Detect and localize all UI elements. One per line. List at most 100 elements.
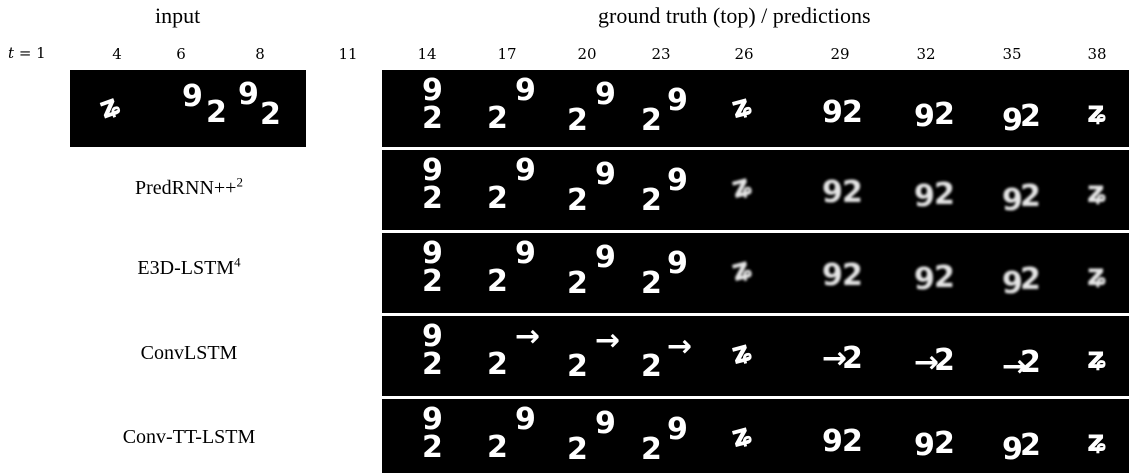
timestep-label: t = 1 [8, 42, 46, 64]
digit-glyph: 9 [1002, 103, 1023, 138]
digit-glyph: 2 [934, 177, 955, 212]
digit-glyph: ʑ [1087, 95, 1108, 130]
digit-glyph: 2 [1020, 99, 1041, 134]
digit-glyph: 2 [641, 183, 662, 218]
digit-glyph: 2 [1020, 428, 1041, 463]
digit-glyph: 2 [487, 430, 508, 465]
digit-glyph: ʑ [1087, 341, 1108, 376]
digit-glyph: 2 [842, 424, 863, 459]
digit-glyph: 9 [595, 406, 616, 441]
digit-glyph: 2 [641, 432, 662, 467]
digit-glyph: ʑ [727, 166, 757, 207]
digit-glyph: → [595, 323, 621, 358]
digit-glyph: 2 [842, 95, 863, 130]
digit-glyph: 9 [422, 319, 443, 354]
digit-glyph: 2 [567, 266, 588, 301]
digit-glyph: 2 [641, 349, 662, 384]
digit-glyph: 2 [422, 181, 443, 216]
digit-glyph: → [822, 341, 848, 376]
digit-glyph: ʑ [727, 332, 757, 373]
digit-glyph: 2 [934, 426, 955, 461]
output-tick: 14 [417, 45, 437, 63]
digit-glyph: 2 [567, 103, 588, 138]
digit-glyph: 9 [914, 262, 935, 297]
output-tick: 35 [1002, 45, 1022, 63]
digit-glyph: 2 [1020, 262, 1041, 297]
digit-glyph: 9 [422, 402, 443, 437]
digit-glyph: 2 [567, 432, 588, 467]
digit-glyph: 9 [182, 79, 203, 114]
digit-glyph: 2 [934, 260, 955, 295]
input-tick: 4 [112, 45, 122, 63]
digit-glyph: 2 [422, 347, 443, 382]
timestep-value: = 1 [18, 44, 46, 62]
output-tick: 17 [497, 45, 517, 63]
digit-glyph: 9 [595, 77, 616, 112]
output-tick: 26 [734, 45, 754, 63]
digit-glyph: 2 [567, 183, 588, 218]
digit-glyph: 9 [515, 153, 536, 188]
output-tick: 29 [830, 45, 850, 63]
output-tick: 38 [1087, 45, 1107, 63]
digit-glyph: 9 [914, 99, 935, 134]
digit-glyph: ʑ [727, 249, 757, 290]
timestep-variable: t [8, 44, 15, 62]
digit-glyph: 9 [822, 424, 843, 459]
digit-glyph: ʑ [94, 86, 126, 127]
digit-glyph: 9 [914, 428, 935, 463]
digit-glyph: 2 [487, 347, 508, 382]
ground-truth-header: ground truth (top) / predictions [598, 3, 871, 28]
digit-glyph: 9 [1002, 266, 1023, 301]
digit-glyph: 2 [1020, 179, 1041, 214]
convlstm-frames-image: 9 2 2 → 2 → 2 → ʑ → 2 → 2 → 2 ʑ [382, 316, 1129, 396]
digit-glyph: 2 [422, 430, 443, 465]
output-tick: 32 [916, 45, 936, 63]
digit-glyph: 9 [422, 73, 443, 108]
digit-glyph: 2 [422, 264, 443, 299]
digit-glyph: 9 [422, 153, 443, 188]
digit-glyph: 9 [238, 77, 259, 112]
model-label-convlstm: ConvLSTM [140, 342, 238, 364]
digit-glyph: 9 [1002, 432, 1023, 467]
digit-glyph: 2 [487, 181, 508, 216]
model-label-conv-tt-lstm: Conv-TT-LSTM [122, 426, 256, 448]
model-label-e3d-lstm: E3D-LSTM4 [137, 254, 241, 279]
digit-glyph: → [1002, 349, 1028, 384]
input-tick: 11 [338, 45, 358, 63]
digit-glyph: 2 [842, 258, 863, 293]
digit-glyph: → [667, 329, 693, 364]
digit-glyph: ʑ [1087, 175, 1108, 210]
digit-glyph: ʑ [727, 415, 757, 456]
digit-glyph: 9 [667, 163, 688, 198]
digit-glyph: 9 [667, 246, 688, 281]
input-frames-image: ʑ 9 2 9 2 [70, 70, 306, 147]
digit-glyph: 9 [667, 83, 688, 118]
digit-glyph: 2 [1020, 345, 1041, 380]
digit-glyph: 2 [487, 264, 508, 299]
input-tick: 8 [255, 45, 265, 63]
input-header: input [155, 3, 201, 28]
model-label-predrnn: PredRNN++2 [135, 174, 243, 199]
output-tick: 23 [651, 45, 671, 63]
digit-glyph: 9 [822, 258, 843, 293]
digit-glyph: 9 [914, 179, 935, 214]
digit-glyph: ʑ [1087, 424, 1108, 459]
digit-glyph: 2 [641, 266, 662, 301]
digit-glyph: 2 [422, 101, 443, 136]
digit-glyph: 9 [822, 95, 843, 130]
digit-glyph: 9 [515, 73, 536, 108]
digit-glyph: 2 [567, 349, 588, 384]
digit-glyph: → [515, 319, 541, 354]
input-tick: 6 [176, 45, 186, 63]
digit-glyph: 2 [641, 103, 662, 138]
digit-glyph: 9 [515, 236, 536, 271]
digit-glyph: 9 [515, 402, 536, 437]
digit-glyph: 9 [595, 157, 616, 192]
output-tick: 20 [577, 45, 597, 63]
digit-glyph: 9 [422, 236, 443, 271]
digit-glyph: 9 [595, 240, 616, 275]
digit-glyph: → [914, 345, 940, 380]
